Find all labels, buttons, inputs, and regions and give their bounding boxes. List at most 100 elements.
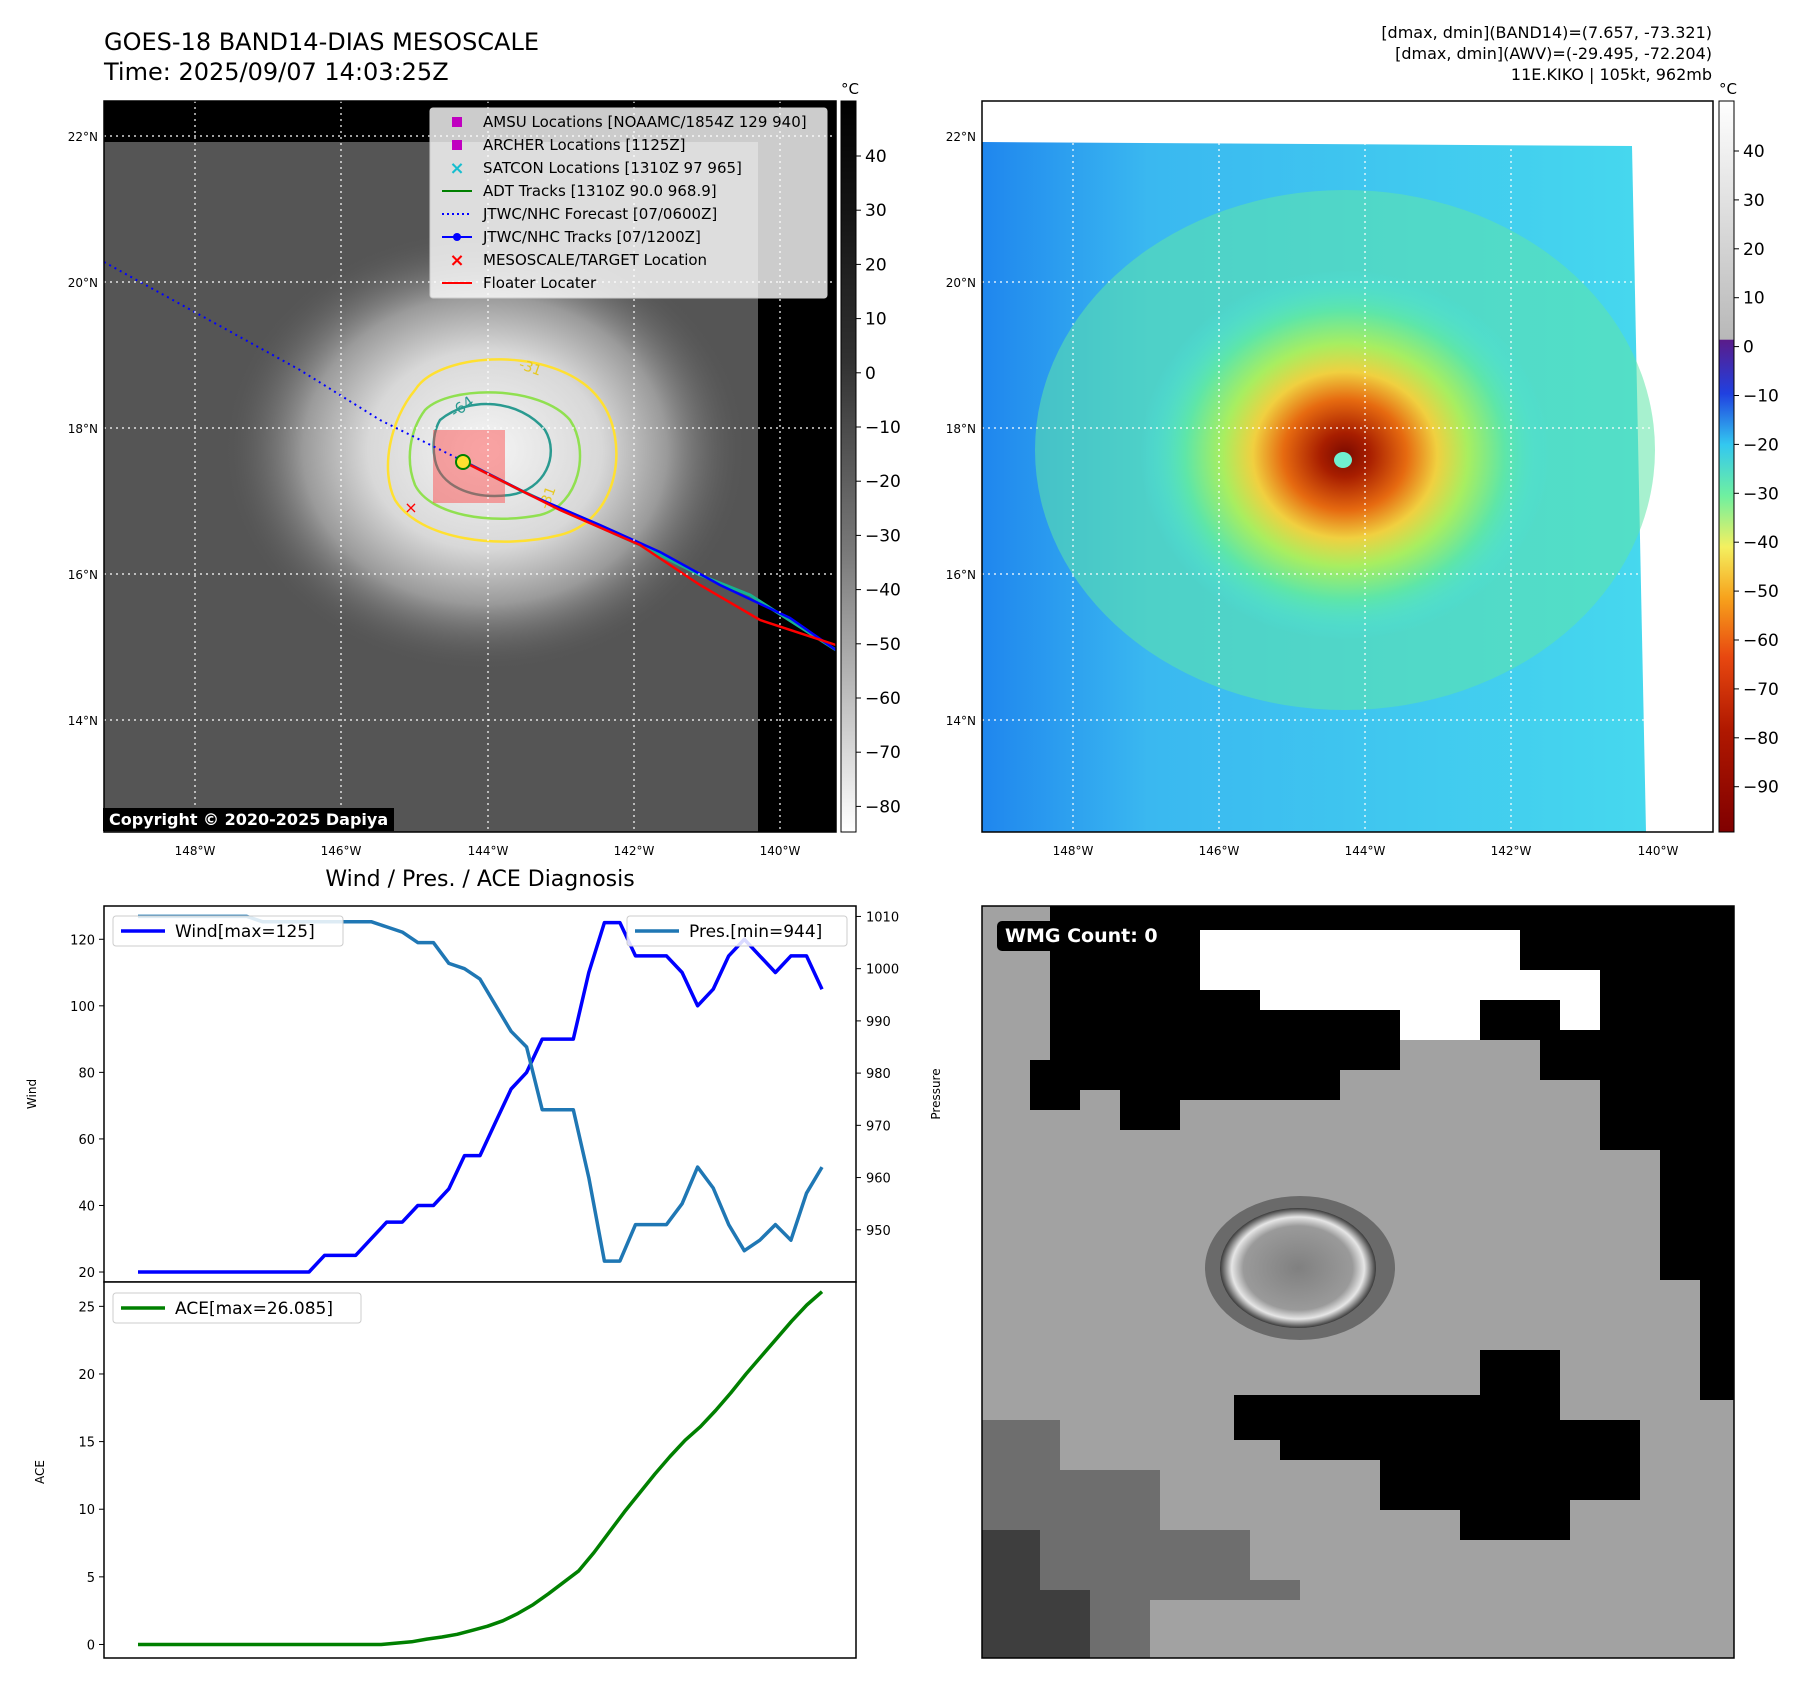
chart-legend-label: Wind[max=125]	[175, 922, 315, 942]
legend-dot-5	[453, 233, 461, 241]
col-cbar-tick-label: −30	[1743, 484, 1779, 504]
wmg-panel	[981, 905, 1735, 1659]
ace-chart-frame	[103, 1281, 857, 1659]
ace-ylabel: ACE	[33, 1460, 47, 1484]
ir-cbar-tick-label: −20	[865, 472, 901, 492]
color-lat-tick: 22°N	[946, 130, 976, 144]
chart-legend-box	[112, 915, 344, 947]
ir-cbar-tick-label: 0	[865, 364, 876, 384]
legend-label-3: ADT Tracks [1310Z 90.0 968.9]	[483, 182, 717, 200]
col-cbar-tick-label: −40	[1743, 533, 1779, 553]
y2-tick-label: 990	[866, 1015, 891, 1030]
legend-label-5: JTWC/NHC Tracks [07/1200Z]	[482, 228, 701, 246]
legend-label-1: ARCHER Locations [1125Z]	[483, 136, 686, 154]
forecast-track	[103, 261, 466, 463]
ir-lat-tick: 20°N	[68, 276, 98, 290]
y-tick-label: 0	[87, 1638, 95, 1653]
color-lon-tick: 144°W	[1345, 844, 1386, 858]
ir-cbar-tick-label: −80	[865, 797, 901, 817]
wmg-black-bottom	[1234, 1350, 1640, 1540]
legend-label-0: AMSU Locations [NOAAMC/1854Z 129 940]	[483, 113, 807, 131]
contour-label-31a: -31	[517, 357, 544, 380]
y2-tick-label: 950	[866, 1224, 891, 1239]
y-tick-label: 15	[78, 1436, 95, 1451]
col-cbar-tick-label: −60	[1743, 631, 1779, 651]
ir-panel: -64 -31 -31 × AMSU Locations [NOAAMC/185…	[103, 100, 837, 833]
color-lon-tick: 146°W	[1199, 844, 1240, 858]
contour-yellow	[386, 358, 618, 543]
y-tick-label: 60	[78, 1133, 95, 1148]
legend-label-6: MESOSCALE/TARGET Location	[483, 251, 707, 269]
chart-legend-label: ACE[max=26.085]	[175, 1299, 333, 1319]
ir-colorbar-unit: °C	[841, 80, 859, 98]
y-tick-label: 40	[78, 1199, 95, 1214]
wind-ylabel: Wind	[25, 1079, 39, 1109]
info-line1: [dmax, dmin](BAND14)=(7.657, -73.321)	[1381, 23, 1712, 42]
y-tick-label: 120	[70, 933, 95, 948]
y2-tick-label: 1010	[866, 910, 899, 925]
ir-cbar-tick-label: −30	[865, 526, 901, 546]
y-tick-label: 100	[70, 1000, 95, 1015]
color-frame	[981, 100, 1714, 833]
col-cbar-tick-label: −90	[1743, 778, 1779, 798]
legend-marker-0	[452, 117, 462, 127]
ir-cbar-tick-label: −60	[865, 689, 901, 709]
ir-lat-tick: 22°N	[68, 130, 98, 144]
diag-title: Wind / Pres. / ACE Diagnosis	[325, 867, 634, 892]
color-lon-tick: 140°W	[1638, 844, 1679, 858]
y2-tick-label: 960	[866, 1172, 891, 1187]
col-cbar-tick-label: −50	[1743, 582, 1779, 602]
legend-label-4: JTWC/NHC Forecast [07/0600Z]	[482, 205, 717, 223]
y2-tick-label: 980	[866, 1067, 891, 1082]
wind-chart-frame	[103, 905, 857, 1283]
series-line-0	[138, 1290, 824, 1647]
info-line2: [dmax, dmin](AWV)=(-29.495, -72.204)	[1395, 44, 1712, 63]
color-panel	[981, 100, 1714, 833]
color-eye	[1334, 452, 1352, 468]
color-lat-tick: 16°N	[946, 568, 976, 582]
floater-track	[469, 463, 837, 647]
legend-marker-6: ×	[449, 250, 464, 271]
legend-marker-1	[452, 140, 462, 150]
legend-box	[429, 107, 828, 299]
wmg-white-top	[1200, 930, 1600, 1040]
y-tick-label: 10	[78, 1503, 95, 1518]
wmg-count-label: WMG Count: 0	[997, 921, 1166, 951]
ir-cbar-tick-label: −10	[865, 418, 901, 438]
legend-label-2: SATCON Locations [1310Z 97 965]	[483, 159, 742, 177]
copyright-label: Copyright © 2020-2025 Dapiya	[103, 808, 395, 831]
color-colorbar	[1718, 100, 1735, 833]
ir-cbar-tick-label: −40	[865, 581, 901, 601]
legend-label-7: Floater Locater	[483, 274, 597, 292]
col-cbar-tick-label: 10	[1743, 289, 1765, 309]
color-lon-tick: 142°W	[1491, 844, 1532, 858]
ir-lon-tick: 144°W	[468, 844, 509, 858]
ir-cbar-tick-label: 40	[865, 147, 887, 167]
col-cbar-tick-label: 40	[1743, 142, 1765, 162]
y-tick-label: 20	[78, 1368, 95, 1383]
color-gridlines	[982, 101, 1713, 832]
color-lat-tick: 14°N	[946, 714, 976, 728]
col-cbar-tick-label: 20	[1743, 240, 1765, 260]
wmg-eye	[1220, 1208, 1376, 1328]
ir-legend: AMSU Locations [NOAAMC/1854Z 129 940] ARC…	[429, 107, 828, 299]
pressure-ylabel: Pressure	[929, 1068, 943, 1119]
ir-lon-tick: 148°W	[175, 844, 216, 858]
color-colorbar-unit: °C	[1719, 80, 1737, 98]
ir-cbar-tick-label: 10	[865, 310, 887, 330]
ir-cbar-tick-label: −50	[865, 635, 901, 655]
series-line-0	[138, 920, 824, 1274]
y2-tick-label: 1000	[866, 963, 899, 978]
contour-green	[408, 391, 582, 520]
wmg-black-top	[1030, 906, 1734, 1400]
ir-lat-tick: 14°N	[68, 714, 98, 728]
ir-cbar-tick-label: 30	[865, 201, 887, 221]
y-tick-label: 5	[87, 1571, 95, 1586]
ir-frame	[103, 100, 837, 833]
color-lat-tick: 18°N	[946, 422, 976, 436]
ir-lat-tick: 18°N	[68, 422, 98, 436]
color-lat-tick: 20°N	[946, 276, 976, 290]
legend-marker-2: ×	[449, 158, 464, 179]
info-line3: 11E.KIKO | 105kt, 962mb	[1511, 65, 1712, 84]
